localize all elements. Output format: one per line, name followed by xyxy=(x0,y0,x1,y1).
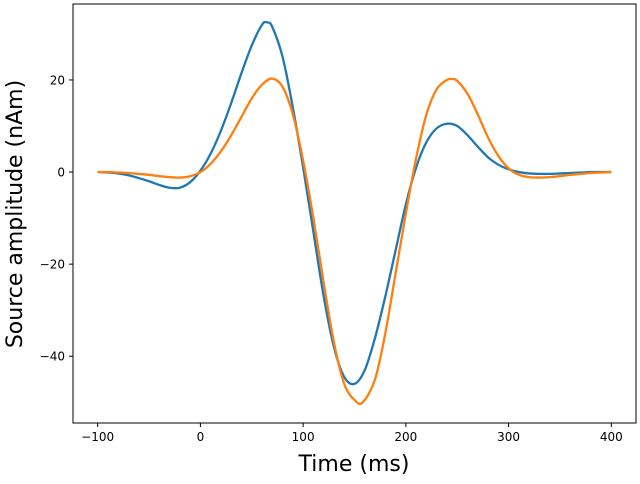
x-tick-label: 300 xyxy=(497,430,520,444)
y-tick-label: 20 xyxy=(50,73,65,87)
x-tick-label: 100 xyxy=(292,430,315,444)
y-tick-label: −20 xyxy=(40,258,65,272)
y-tick-label: −40 xyxy=(40,350,65,364)
x-axis: −100 0 100 200 300 400 xyxy=(81,423,623,444)
series-line-1 xyxy=(97,20,612,386)
y-axis-label: Source amplitude (nAm) xyxy=(3,80,28,348)
plot-frame xyxy=(72,3,637,424)
x-axis-label: Time (ms) xyxy=(298,452,410,477)
x-tick-label: 400 xyxy=(600,430,623,444)
series-line-2 xyxy=(97,77,612,406)
x-tick-label: −100 xyxy=(81,430,114,444)
y-axis: −40 −20 0 20 xyxy=(40,73,73,364)
series-lines xyxy=(97,20,612,406)
y-tick-label: 0 xyxy=(57,166,65,180)
x-tick-label: 200 xyxy=(394,430,417,444)
x-tick-label: 0 xyxy=(197,430,205,444)
